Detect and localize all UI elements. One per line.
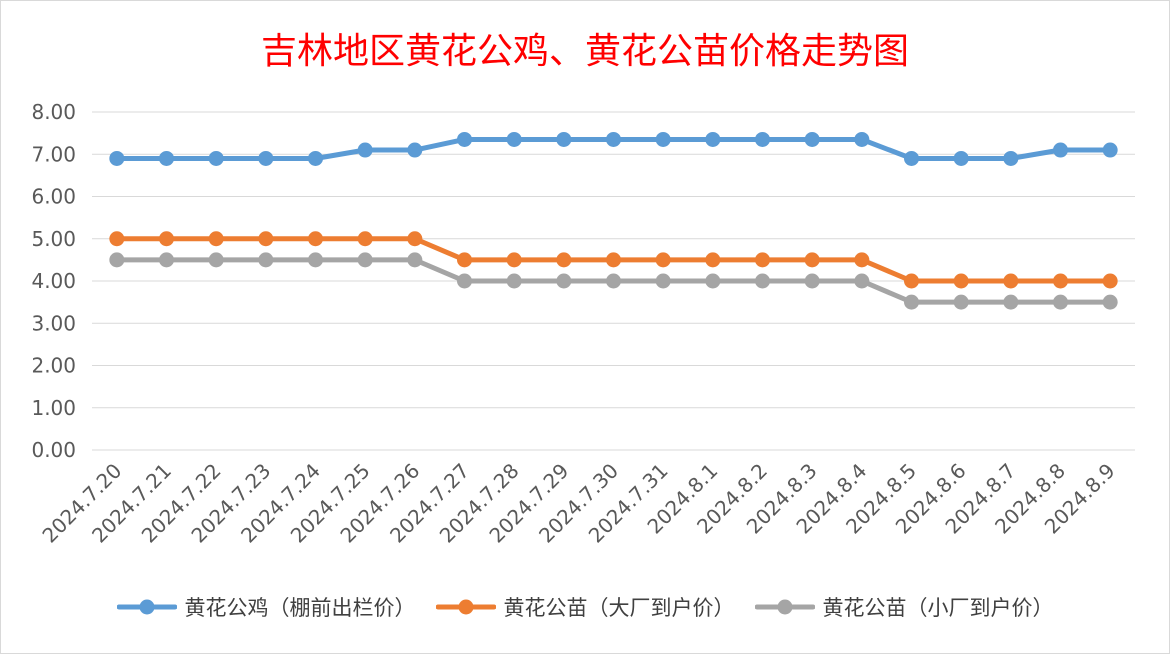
data-point	[407, 252, 423, 268]
y-tick-label: 5.00	[31, 227, 76, 251]
y-tick-label: 3.00	[31, 311, 76, 335]
data-point	[506, 252, 522, 268]
data-point	[1003, 294, 1019, 310]
data-point	[109, 252, 125, 268]
data-point	[804, 252, 820, 268]
data-point	[854, 131, 870, 147]
data-point	[506, 273, 522, 289]
data-point	[1053, 142, 1068, 158]
data-point	[953, 150, 969, 166]
data-point	[457, 273, 472, 289]
data-point	[755, 273, 770, 289]
data-point	[258, 231, 274, 247]
data-point	[755, 252, 770, 268]
data-point	[556, 131, 572, 147]
data-point	[1053, 294, 1068, 310]
data-point	[804, 273, 820, 289]
chart-legend: 黄花公鸡（棚前出栏价） 黄花公苗（大厂到户价） 黄花公苗（小厂到户价）	[0, 592, 1170, 622]
data-point	[308, 252, 323, 268]
y-tick-label: 4.00	[31, 269, 76, 293]
data-point	[655, 131, 671, 147]
data-point	[1102, 294, 1118, 310]
data-point	[705, 252, 721, 268]
data-point	[556, 273, 572, 289]
data-point	[606, 273, 621, 289]
y-tick-label: 6.00	[31, 185, 76, 209]
data-point	[159, 252, 174, 268]
data-point	[606, 252, 621, 268]
data-point	[854, 252, 870, 268]
data-point	[606, 131, 621, 147]
data-point	[357, 142, 373, 158]
y-tick-label: 2.00	[31, 354, 76, 378]
data-point	[1053, 273, 1068, 289]
legend-item-3: 黄花公苗（小厂到户价）	[754, 592, 1054, 622]
legend-swatch	[116, 599, 177, 615]
legend-swatch	[754, 599, 815, 615]
legend-item-1: 黄花公鸡（棚前出栏价）	[116, 592, 416, 622]
data-point	[1102, 142, 1118, 158]
data-point	[208, 231, 224, 247]
data-point	[457, 252, 472, 268]
data-point	[407, 231, 423, 247]
data-point	[655, 273, 671, 289]
data-point	[904, 294, 919, 310]
data-point	[357, 252, 373, 268]
data-point	[904, 273, 919, 289]
data-point	[258, 150, 274, 166]
data-point	[1003, 150, 1019, 166]
data-point	[804, 131, 820, 147]
data-point	[258, 252, 274, 268]
data-point	[208, 252, 224, 268]
legend-label: 黄花公鸡（棚前出栏价）	[184, 596, 416, 620]
data-point	[705, 131, 721, 147]
legend-label: 黄花公苗（大厂到户价）	[503, 596, 735, 620]
y-tick-label: 7.00	[31, 142, 76, 166]
data-point	[457, 131, 472, 147]
data-point	[655, 252, 671, 268]
data-point	[705, 273, 721, 289]
data-point	[159, 150, 174, 166]
data-point	[1003, 273, 1019, 289]
y-tick-label: 8.00	[31, 100, 76, 124]
data-point	[755, 131, 770, 147]
data-point	[953, 294, 969, 310]
data-point	[407, 142, 423, 158]
data-point	[308, 150, 323, 166]
data-point	[159, 231, 174, 247]
data-point	[109, 231, 125, 247]
chart-title: 吉林地区黄花公鸡、黄花公苗价格走势图	[260, 31, 909, 72]
data-point	[308, 231, 323, 247]
data-point	[854, 273, 870, 289]
y-tick-label: 1.00	[31, 396, 76, 420]
data-point	[357, 231, 373, 247]
data-point	[109, 150, 125, 166]
data-point	[1102, 273, 1118, 289]
data-point	[208, 150, 224, 166]
legend-label: 黄花公苗（小厂到户价）	[822, 596, 1054, 620]
legend-swatch	[435, 599, 496, 615]
data-point	[904, 150, 919, 166]
data-point	[953, 273, 969, 289]
data-point	[556, 252, 572, 268]
y-tick-label: 0.00	[31, 438, 76, 462]
data-point	[506, 131, 522, 147]
legend-item-2: 黄花公苗（大厂到户价）	[435, 592, 735, 622]
